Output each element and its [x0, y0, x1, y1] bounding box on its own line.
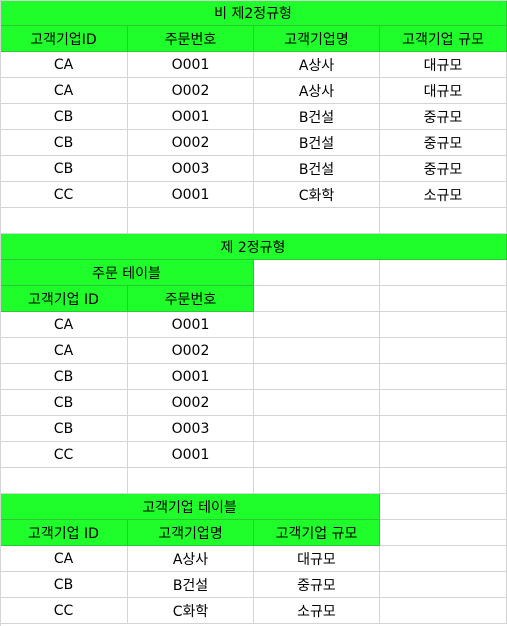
table-cell[interactable]: C화학: [254, 182, 380, 208]
table-cell[interactable]: CA: [0, 312, 128, 338]
table-cell[interactable]: CB: [0, 104, 128, 130]
empty-cell[interactable]: [380, 286, 507, 312]
table-cell[interactable]: 소규모: [380, 182, 507, 208]
table-cell[interactable]: CA: [0, 338, 128, 364]
table-cell[interactable]: CB: [0, 364, 128, 390]
empty-cell[interactable]: [254, 442, 380, 468]
empty-cell[interactable]: [128, 208, 254, 234]
empty-cell[interactable]: [380, 364, 507, 390]
column-header[interactable]: 고객기업 ID: [0, 520, 128, 546]
empty-cell[interactable]: [254, 260, 380, 286]
table-cell[interactable]: CA: [0, 546, 128, 572]
empty-cell[interactable]: [128, 468, 254, 494]
table-cell[interactable]: O001: [128, 364, 254, 390]
column-header[interactable]: 고객기업 규모: [254, 520, 380, 546]
empty-cell[interactable]: [380, 260, 507, 286]
empty-cell[interactable]: [380, 598, 507, 624]
table-cell[interactable]: O001: [128, 52, 254, 78]
table-cell[interactable]: B건설: [128, 572, 254, 598]
table-cell[interactable]: A상사: [128, 546, 254, 572]
table-cell[interactable]: CC: [0, 182, 128, 208]
table-cell[interactable]: CA: [0, 78, 128, 104]
table-cell[interactable]: 대규모: [254, 546, 380, 572]
table-cell[interactable]: CB: [0, 572, 128, 598]
table-cell[interactable]: O003: [128, 416, 254, 442]
table-cell[interactable]: A상사: [254, 52, 380, 78]
empty-cell[interactable]: [380, 208, 507, 234]
section-title[interactable]: 제 2정규형: [0, 234, 507, 260]
table-cell[interactable]: B건설: [254, 104, 380, 130]
column-header[interactable]: 고객기업 ID: [0, 286, 128, 312]
table-cell[interactable]: CB: [0, 390, 128, 416]
table-cell[interactable]: O001: [128, 104, 254, 130]
empty-cell[interactable]: [254, 364, 380, 390]
empty-cell[interactable]: [380, 572, 507, 598]
table-cell[interactable]: 대규모: [380, 52, 507, 78]
empty-cell[interactable]: [254, 468, 380, 494]
empty-cell[interactable]: [380, 416, 507, 442]
empty-cell[interactable]: [0, 208, 128, 234]
column-header[interactable]: 고객기업 규모: [380, 26, 507, 52]
column-header[interactable]: 고객기업명: [254, 26, 380, 52]
table-cell[interactable]: B건설: [254, 130, 380, 156]
table-cell[interactable]: 중규모: [254, 572, 380, 598]
table-title[interactable]: 고객기업 테이블: [0, 494, 380, 520]
table-cell[interactable]: 소규모: [254, 598, 380, 624]
table-cell[interactable]: CC: [0, 442, 128, 468]
empty-cell[interactable]: [254, 286, 380, 312]
column-header[interactable]: 주문번호: [128, 26, 254, 52]
table-cell[interactable]: CB: [0, 416, 128, 442]
table-cell[interactable]: O001: [128, 182, 254, 208]
table-cell[interactable]: C화학: [128, 598, 254, 624]
empty-cell[interactable]: [254, 338, 380, 364]
empty-cell[interactable]: [254, 208, 380, 234]
empty-cell[interactable]: [254, 416, 380, 442]
table-cell[interactable]: CB: [0, 156, 128, 182]
table-cell[interactable]: O002: [128, 390, 254, 416]
empty-cell[interactable]: [380, 520, 507, 546]
table-cell[interactable]: O002: [128, 78, 254, 104]
table-cell[interactable]: 중규모: [380, 130, 507, 156]
column-header[interactable]: 고객기업ID: [0, 26, 128, 52]
empty-cell[interactable]: [380, 494, 507, 520]
table-cell[interactable]: A상사: [254, 78, 380, 104]
section-title[interactable]: 비 제2정규형: [0, 0, 507, 26]
table-cell[interactable]: B건설: [254, 156, 380, 182]
empty-cell[interactable]: [254, 312, 380, 338]
empty-cell[interactable]: [380, 442, 507, 468]
table-title[interactable]: 주문 테이블: [0, 260, 254, 286]
table-cell[interactable]: CA: [0, 52, 128, 78]
empty-cell[interactable]: [254, 390, 380, 416]
empty-cell[interactable]: [380, 312, 507, 338]
empty-cell[interactable]: [380, 338, 507, 364]
empty-cell[interactable]: [0, 468, 128, 494]
table-cell[interactable]: O001: [128, 442, 254, 468]
empty-cell[interactable]: [380, 546, 507, 572]
column-header[interactable]: 주문번호: [128, 286, 254, 312]
empty-cell[interactable]: [380, 390, 507, 416]
table-cell[interactable]: CC: [0, 598, 128, 624]
table-cell[interactable]: CB: [0, 130, 128, 156]
table-cell[interactable]: O001: [128, 312, 254, 338]
table-cell[interactable]: O002: [128, 130, 254, 156]
column-header[interactable]: 고객기업명: [128, 520, 254, 546]
table-cell[interactable]: 중규모: [380, 156, 507, 182]
table-cell[interactable]: O002: [128, 338, 254, 364]
table-cell[interactable]: O003: [128, 156, 254, 182]
table-cell[interactable]: 대규모: [380, 78, 507, 104]
table-cell[interactable]: 중규모: [380, 104, 507, 130]
empty-cell[interactable]: [380, 468, 507, 494]
